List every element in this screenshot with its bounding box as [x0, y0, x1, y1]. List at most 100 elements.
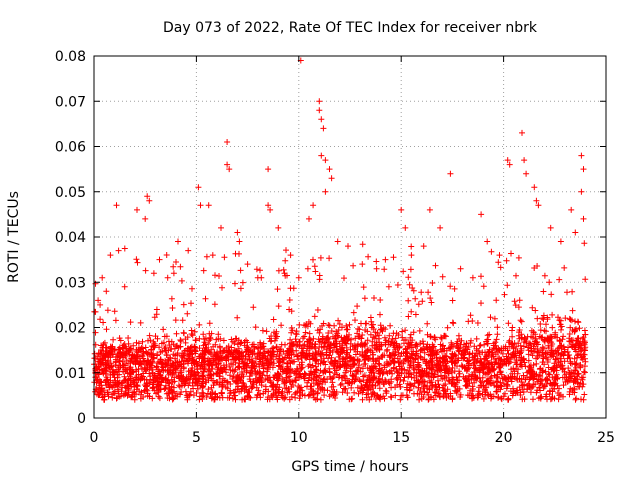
data-point [359, 241, 366, 248]
data-point [529, 334, 536, 341]
data-point [365, 384, 372, 391]
data-point [484, 357, 491, 364]
data-point [532, 307, 539, 314]
data-point [269, 382, 276, 389]
data-point [446, 378, 453, 385]
data-point [515, 254, 522, 261]
data-point [564, 355, 571, 362]
data-point [103, 377, 110, 384]
data-point [136, 346, 143, 353]
data-point [173, 365, 180, 372]
data-point [359, 261, 366, 268]
data-point [507, 388, 514, 395]
data-point [470, 394, 477, 401]
data-point [551, 376, 558, 383]
data-point [264, 366, 271, 373]
data-point [378, 353, 385, 360]
data-point [237, 267, 244, 274]
data-point [344, 351, 350, 358]
data-point [395, 369, 402, 376]
data-point [408, 344, 415, 351]
data-point [149, 352, 155, 359]
data-point [202, 295, 209, 302]
data-point [342, 377, 349, 384]
data-point [224, 379, 231, 386]
data-point [469, 318, 476, 324]
data-point [405, 274, 412, 281]
data-point [400, 268, 407, 275]
data-point [511, 340, 518, 347]
data-point [304, 383, 310, 390]
data-point [206, 320, 213, 327]
data-point [274, 286, 281, 293]
data-point [364, 337, 371, 344]
data-point [326, 393, 333, 400]
data-point [257, 356, 264, 363]
data-point [133, 374, 140, 381]
x-tick-label: 20 [495, 430, 513, 446]
data-point [353, 367, 359, 374]
data-point [457, 344, 464, 351]
data-point [544, 359, 551, 365]
data-point [428, 383, 435, 390]
data-point [205, 377, 212, 384]
data-point [331, 370, 338, 377]
data-point [394, 282, 401, 288]
data-point [214, 366, 221, 373]
data-point [569, 288, 576, 295]
data-point [513, 375, 520, 382]
data-point [170, 384, 177, 391]
data-point [112, 362, 119, 368]
data-point [330, 340, 337, 347]
data-point [447, 283, 454, 290]
data-point [404, 380, 411, 387]
data-point [505, 350, 512, 357]
data-point [172, 317, 179, 324]
data-point [381, 352, 388, 359]
data-point [522, 376, 529, 383]
data-point [556, 385, 562, 392]
data-point [196, 335, 203, 342]
data-point [227, 372, 233, 379]
data-point [300, 345, 307, 352]
data-point [241, 383, 248, 390]
data-point [415, 301, 422, 308]
data-point [212, 353, 219, 360]
data-point [160, 326, 167, 333]
data-point [535, 202, 542, 209]
data-point [269, 364, 276, 371]
data-point [172, 355, 178, 362]
data-point [124, 392, 131, 399]
data-point [157, 359, 164, 366]
data-point [552, 356, 559, 363]
data-point [205, 202, 212, 209]
data-point [156, 344, 163, 351]
data-point [530, 396, 536, 403]
data-point [580, 381, 587, 388]
data-point [205, 386, 212, 393]
data-point [489, 379, 496, 386]
data-point [247, 394, 254, 401]
data-point [206, 367, 213, 374]
data-point [493, 336, 500, 343]
data-point [144, 392, 151, 399]
data-point [265, 202, 272, 209]
data-point [493, 297, 500, 304]
data-point [219, 382, 226, 389]
data-point [493, 359, 500, 366]
data-point [405, 340, 412, 347]
data-point [251, 346, 258, 352]
data-point [326, 322, 333, 329]
data-point [428, 299, 435, 306]
data-point [259, 327, 266, 334]
data-point [265, 394, 271, 401]
data-point [432, 336, 439, 343]
data-point [126, 346, 133, 353]
data-point [474, 367, 480, 374]
data-point [154, 366, 161, 373]
data-point [199, 347, 206, 354]
data-point [244, 261, 251, 268]
data-point [413, 372, 420, 379]
data-point [540, 385, 547, 391]
data-point [125, 385, 132, 392]
